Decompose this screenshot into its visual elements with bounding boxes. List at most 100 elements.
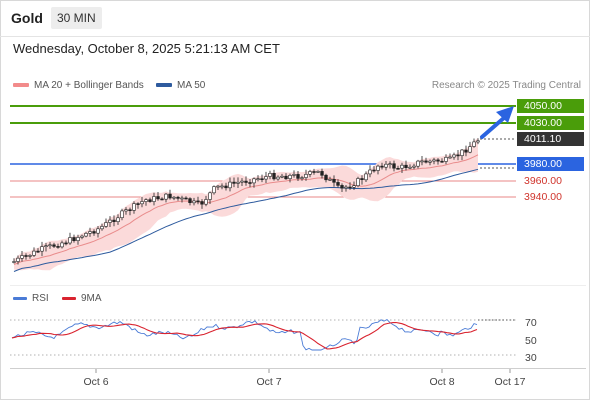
- candle-body: [64, 242, 68, 245]
- candle-body: [304, 174, 308, 178]
- candle-body: [444, 157, 448, 162]
- price-label-4030: 4030.00: [517, 116, 584, 130]
- candle-body: [68, 237, 72, 244]
- candle-body: [120, 210, 124, 218]
- rsi-level-50: 50: [525, 335, 537, 347]
- candle-body: [268, 173, 272, 177]
- candle-body: [344, 186, 348, 189]
- rsi-line: [11, 318, 478, 351]
- candle-body: [316, 171, 320, 173]
- projection-arrow-head-icon: [496, 106, 514, 123]
- candle-body: [340, 185, 344, 189]
- candle-body: [400, 164, 404, 169]
- candle-body: [52, 244, 56, 247]
- timeframe-badge[interactable]: 30 MIN: [51, 7, 102, 29]
- candle-body: [428, 160, 432, 163]
- candle-body: [192, 200, 196, 204]
- candle-body: [80, 235, 84, 238]
- candle-body: [136, 203, 140, 205]
- candle-body: [188, 198, 192, 204]
- candle-body: [292, 174, 296, 176]
- candle-body: [172, 196, 176, 199]
- legend-rsi-label: RSI: [32, 293, 49, 304]
- candle-body: [204, 199, 208, 205]
- candle-body: [312, 171, 316, 173]
- candle-body: [24, 255, 28, 257]
- candlesticks: [12, 138, 480, 265]
- candle-body: [104, 222, 108, 227]
- candle-body: [296, 174, 300, 179]
- candle-body: [300, 177, 304, 179]
- legend-rsi-ma-label: 9MA: [81, 293, 102, 304]
- chart-datetime: Wednesday, October 8, 2025 5:21:13 AM CE…: [13, 41, 280, 56]
- rsi-ma-swatch-icon: [62, 296, 76, 300]
- candle-body: [248, 182, 252, 184]
- candle-body: [388, 163, 392, 165]
- candle-body: [96, 228, 100, 234]
- candle-body: [280, 175, 284, 178]
- legend-rsi-ma: 9MA: [62, 293, 102, 304]
- candle-body: [88, 231, 92, 234]
- candle-body: [440, 160, 444, 163]
- projection-arrow-shaft: [480, 115, 507, 139]
- x-label-oct7: Oct 7: [256, 376, 282, 388]
- candle-body: [92, 231, 96, 234]
- candle-body: [20, 255, 24, 259]
- candle-body: [436, 159, 440, 162]
- candle-body: [200, 201, 204, 205]
- candle-body: [360, 178, 364, 181]
- ma20-line: [13, 154, 479, 265]
- candle-body: [216, 185, 220, 188]
- chart-header: Gold 30 MIN: [0, 0, 590, 37]
- candle-body: [220, 185, 224, 188]
- candle-body: [148, 199, 152, 202]
- candle-body: [244, 180, 248, 183]
- legend-ma50-label: MA 50: [177, 80, 206, 91]
- candle-body: [16, 257, 20, 262]
- x-label-oct6: Oct 6: [83, 376, 109, 388]
- candle-body: [108, 219, 112, 223]
- candle-body: [60, 242, 64, 248]
- price-label-3940: 3940.00: [524, 191, 562, 203]
- candle-body: [12, 261, 16, 263]
- candle-body: [372, 169, 376, 172]
- candle-body: [132, 203, 136, 211]
- price-label-3960: 3960.00: [524, 175, 562, 187]
- candle-body: [260, 178, 264, 180]
- candle-body: [288, 175, 292, 180]
- bollinger-band-fill: [14, 137, 478, 271]
- candle-body: [396, 168, 400, 170]
- legend-ma50: MA 50: [156, 80, 205, 91]
- price-label-4050: 4050.00: [517, 99, 584, 113]
- candle-body: [184, 197, 188, 200]
- legend-rsi: RSI: [13, 293, 49, 304]
- candle-body: [472, 141, 476, 147]
- candle-body: [232, 181, 236, 184]
- candle-body: [112, 219, 116, 223]
- candle-body: [160, 198, 164, 201]
- candle-body: [392, 163, 396, 169]
- candle-body: [252, 178, 256, 184]
- candle-body: [284, 175, 288, 180]
- candle-body: [332, 179, 336, 183]
- candle-body: [336, 182, 340, 186]
- candle-body: [176, 196, 180, 199]
- candle-body: [328, 179, 332, 181]
- candle-body: [76, 237, 80, 241]
- candle-body: [456, 154, 460, 157]
- candle-body: [264, 176, 268, 180]
- x-label-oct17: Oct 17: [494, 376, 526, 388]
- candle-body: [452, 154, 456, 158]
- candle-body: [44, 245, 48, 247]
- candle-body: [124, 209, 128, 212]
- candle-body: [464, 149, 468, 153]
- price-label-last: 4011.10: [517, 132, 584, 146]
- candle-body: [408, 166, 412, 169]
- candle-body: [164, 193, 168, 200]
- legend-ma20-label: MA 20 + Bollinger Bands: [34, 80, 144, 91]
- credit-text: Research © 2025 Trading Central: [431, 80, 581, 91]
- candle-body: [48, 244, 52, 247]
- candle-body: [404, 164, 408, 168]
- candle-body: [128, 209, 132, 211]
